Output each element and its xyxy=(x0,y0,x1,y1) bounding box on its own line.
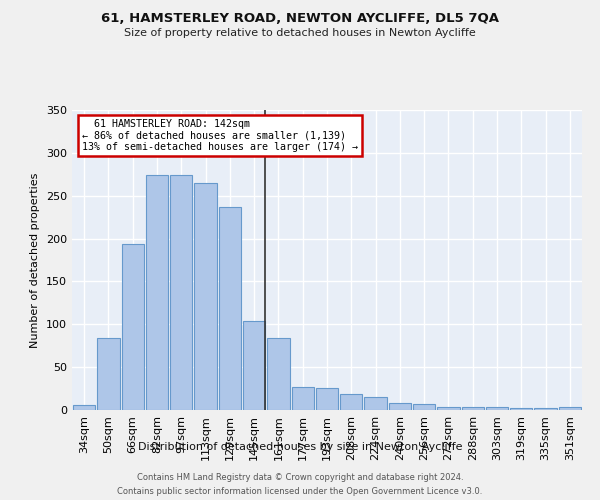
Bar xyxy=(437,406,460,410)
Text: Contains HM Land Registry data © Crown copyright and database right 2024.: Contains HM Land Registry data © Crown c… xyxy=(137,472,463,482)
Text: 61, HAMSTERLEY ROAD, NEWTON AYCLIFFE, DL5 7QA: 61, HAMSTERLEY ROAD, NEWTON AYCLIFFE, DL… xyxy=(101,12,499,26)
Bar xyxy=(316,388,338,410)
Bar xyxy=(340,394,362,410)
Bar xyxy=(194,183,217,410)
Bar xyxy=(218,207,241,410)
Bar xyxy=(122,244,144,410)
Bar xyxy=(170,175,193,410)
Bar xyxy=(73,405,95,410)
Bar xyxy=(364,397,387,410)
Bar xyxy=(146,175,168,410)
Bar xyxy=(389,403,411,410)
Text: Contains public sector information licensed under the Open Government Licence v3: Contains public sector information licen… xyxy=(118,488,482,496)
Y-axis label: Number of detached properties: Number of detached properties xyxy=(31,172,40,348)
Text: Distribution of detached houses by size in Newton Aycliffe: Distribution of detached houses by size … xyxy=(138,442,462,452)
Bar xyxy=(535,408,557,410)
Bar xyxy=(461,408,484,410)
Bar xyxy=(486,406,508,410)
Text: Size of property relative to detached houses in Newton Aycliffe: Size of property relative to detached ho… xyxy=(124,28,476,38)
Bar xyxy=(97,338,119,410)
Bar xyxy=(267,338,290,410)
Bar xyxy=(510,408,532,410)
Bar xyxy=(292,387,314,410)
Bar xyxy=(413,404,436,410)
Bar xyxy=(243,321,265,410)
Bar xyxy=(559,406,581,410)
Text: 61 HAMSTERLEY ROAD: 142sqm  
← 86% of detached houses are smaller (1,139)
13% of: 61 HAMSTERLEY ROAD: 142sqm ← 86% of deta… xyxy=(82,119,358,152)
